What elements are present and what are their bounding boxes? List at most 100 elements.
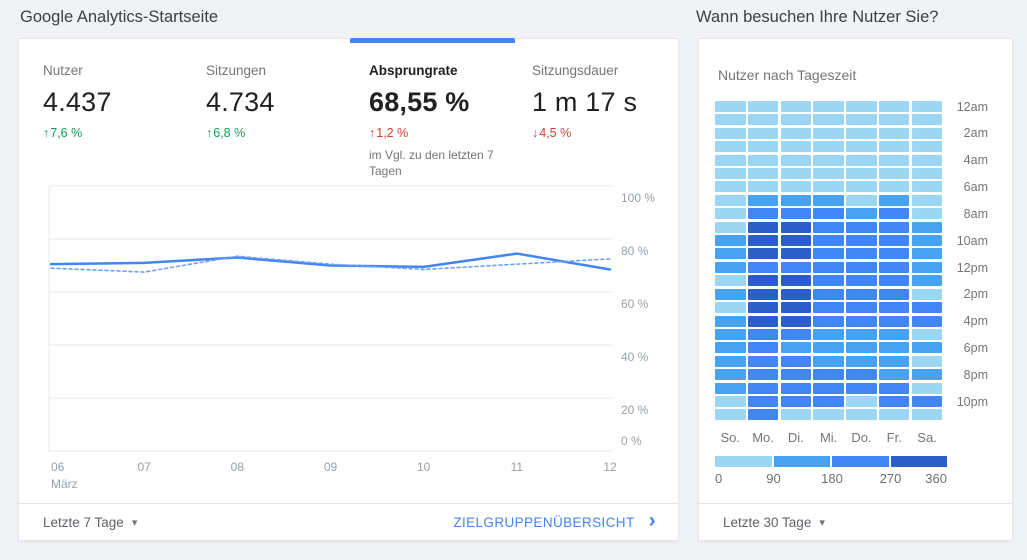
heatmap-cell bbox=[780, 369, 812, 381]
heatmap-cell bbox=[878, 181, 910, 193]
heatmap-cell bbox=[813, 342, 844, 354]
heatmap-cell bbox=[846, 409, 877, 421]
heatmap-cell bbox=[715, 168, 746, 180]
heatmap-cell bbox=[813, 369, 844, 381]
heatmap-cell bbox=[780, 395, 812, 407]
heatmap-cell bbox=[715, 275, 746, 287]
heatmap-cell bbox=[911, 208, 943, 220]
heatmap-cell bbox=[813, 355, 844, 367]
heatmap-cell bbox=[878, 194, 910, 206]
metric-tab-absprungrate[interactable]: Absprungrate 68,55 % ↑1,2 % im Vgl. zu den … bbox=[369, 63, 521, 179]
date-range-selector-left[interactable]: Letzte 7 Tage ▾ bbox=[43, 515, 137, 530]
heatmap-cell bbox=[846, 235, 877, 247]
audience-overview-link[interactable]: ZIELGRUPPENÜBERSICHT › bbox=[453, 510, 656, 531]
x-axis-tick: 08 bbox=[231, 460, 245, 474]
heatmap-cell bbox=[715, 261, 746, 273]
heatmap-time-label: 2pm bbox=[963, 287, 988, 302]
metric-delta: ↑6,8 % bbox=[206, 126, 358, 140]
x-axis-tick: 07 bbox=[137, 460, 151, 474]
heatmap-cell bbox=[715, 194, 746, 206]
heatmap-cell bbox=[747, 369, 779, 381]
line-series-current bbox=[49, 252, 612, 271]
heatmap-cell bbox=[780, 235, 812, 247]
heatmap-cell bbox=[747, 382, 779, 394]
users-by-time-card: Nutzer nach Tageszeit 12am 2am 4am 6am 8am 10… bbox=[698, 38, 1013, 541]
heatmap-cell bbox=[911, 235, 943, 247]
heatmap-cell bbox=[813, 409, 844, 421]
heatmap-cell bbox=[747, 127, 779, 139]
delta-arrow-up-icon: ↑ bbox=[369, 126, 376, 140]
heatmap-cell bbox=[846, 302, 877, 314]
x-axis-tick: 06 bbox=[51, 460, 65, 474]
heatmap-cell bbox=[780, 127, 812, 139]
metric-value: 4.734 bbox=[206, 87, 275, 117]
date-range-label-left: Letzte 7 Tage bbox=[43, 514, 124, 530]
heatmap-cell bbox=[715, 101, 746, 112]
heatmap-cell bbox=[846, 355, 877, 367]
heatmap-cell bbox=[747, 288, 779, 300]
heatmap-cell bbox=[911, 248, 943, 260]
heatmap-cell bbox=[878, 355, 910, 367]
heatmap-cell bbox=[878, 221, 910, 233]
audience-overview-link-label: ZIELGRUPPENÜBERSICHT bbox=[453, 514, 635, 530]
heatmap-time-label: 6am bbox=[963, 180, 988, 195]
x-axis-tick: 11 bbox=[511, 460, 524, 474]
heatmap-cell bbox=[780, 342, 812, 354]
heatmap-cell bbox=[878, 168, 910, 180]
heatmap-cell bbox=[780, 275, 812, 287]
heatmap-cell bbox=[715, 355, 746, 367]
heatmap-cell bbox=[846, 114, 877, 126]
heatmap-cell bbox=[747, 315, 779, 327]
metric-tab-nutzer[interactable]: Nutzer 4.437 ↑7,6 % bbox=[43, 63, 195, 140]
bounce-rate-line-chart: 100 % 80 % 60 % 40 % 20 % 0 % 06 März 07 08 09 10 11… bbox=[48, 185, 655, 491]
heatmap-cell bbox=[715, 288, 746, 300]
metric-value: 68,55 % bbox=[369, 87, 470, 117]
heatmap-cell bbox=[911, 288, 943, 300]
metric-tab-sitzungsdauer[interactable]: Sitzungsdauer 1 m 17 s ↓4,5 % bbox=[532, 63, 684, 140]
heatmap-cell bbox=[878, 288, 910, 300]
right-card-footer: Letzte 30 Tage ▾ bbox=[699, 503, 1012, 540]
y-axis-tick: 40 % bbox=[621, 350, 649, 364]
heatmap-cell bbox=[715, 114, 746, 126]
heatmap-cell bbox=[747, 355, 779, 367]
x-axis-tick: 12 bbox=[603, 460, 617, 474]
legend-segment-2 bbox=[773, 456, 830, 467]
heatmap-cell bbox=[747, 181, 779, 193]
heatmap-cell bbox=[911, 101, 943, 112]
y-axis-tick: 20 % bbox=[621, 403, 649, 417]
heatmap-cell bbox=[911, 342, 943, 354]
heatmap-cell bbox=[747, 409, 779, 421]
legend-tick-label: 0 bbox=[715, 471, 723, 486]
heatmap-cell bbox=[846, 141, 877, 153]
heatmap-cell bbox=[747, 141, 779, 153]
heatmap-cell bbox=[813, 114, 844, 126]
heatmap-cell bbox=[911, 315, 943, 327]
dropdown-caret-icon: ▾ bbox=[819, 516, 825, 529]
heatmap-time-label: 4pm bbox=[963, 314, 988, 329]
heatmap-cell bbox=[846, 221, 877, 233]
heatmap-cell bbox=[878, 328, 910, 340]
heatmap-cell bbox=[715, 409, 746, 421]
heatmap-cell bbox=[715, 221, 746, 233]
heatmap-cell bbox=[846, 127, 877, 139]
heatmap-cell bbox=[846, 194, 877, 206]
heatmap-cell bbox=[780, 288, 812, 300]
heatmap-cell bbox=[747, 168, 779, 180]
heatmap-cell bbox=[715, 235, 746, 247]
metric-tab-sitzungen[interactable]: Sitzungen 4.734 ↑6,8 % bbox=[206, 63, 358, 140]
legend-tick-label: 270 bbox=[879, 471, 902, 486]
heatmap-cell bbox=[846, 261, 877, 273]
heatmap-cell bbox=[878, 395, 910, 407]
metric-comparison-note: im Vgl. zu den letzten 7 Tagen bbox=[369, 148, 494, 178]
x-axis-tick: 09 bbox=[324, 460, 338, 474]
delta-value: 4,5 % bbox=[539, 126, 572, 140]
heatmap-cell bbox=[911, 114, 943, 126]
heatmap-cell bbox=[780, 248, 812, 260]
heatmap-cell bbox=[878, 315, 910, 327]
heatmap-time-label: 12pm bbox=[956, 260, 988, 275]
date-range-selector-right[interactable]: Letzte 30 Tage ▾ bbox=[723, 515, 825, 530]
heatmap-time-label: 2am bbox=[963, 126, 988, 141]
metric-delta: ↑7,6 % bbox=[43, 126, 195, 140]
x-axis-tick: 10 bbox=[417, 460, 431, 474]
